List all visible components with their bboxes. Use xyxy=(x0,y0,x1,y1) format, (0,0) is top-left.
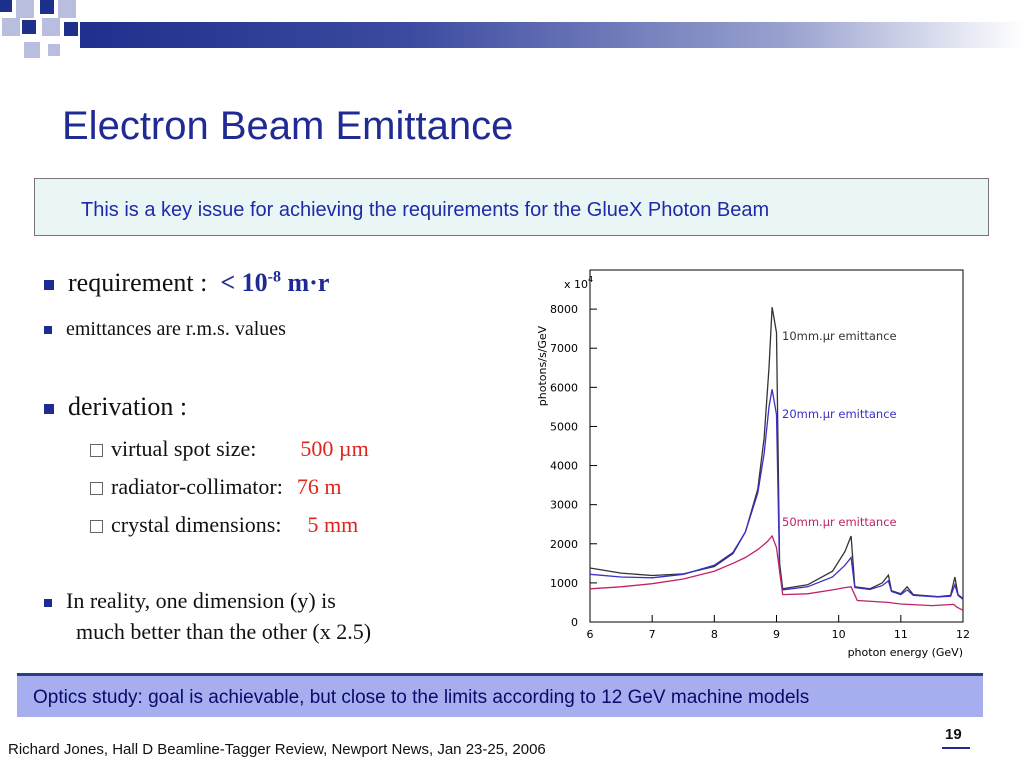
page-number: 19 xyxy=(945,726,962,743)
radiator-collimator-value: 76 m xyxy=(296,474,342,499)
x-tick-label: 10 xyxy=(832,628,846,641)
x-tick-label: 7 xyxy=(649,628,656,641)
conclusion-text: Optics study: goal is achievable, but cl… xyxy=(33,687,810,708)
bullet-emittance-note: emittances are r.m.s. values xyxy=(44,318,286,341)
header-gradient-bar xyxy=(80,22,1024,48)
bullet-reality: In reality, one dimension (y) is xyxy=(44,588,336,614)
bullet-marker xyxy=(44,598,52,607)
y-tick-label: 1000 xyxy=(550,577,578,590)
y-tick-label: 6000 xyxy=(550,381,578,394)
header-square-decoration xyxy=(40,0,54,14)
header-square-decoration xyxy=(58,0,76,18)
x-axis-label: photon energy (GeV) xyxy=(848,646,963,659)
requirement-label: requirement : xyxy=(68,268,208,297)
series-labels: 10mm.µr emittance 20mm.µr emittance 50mm.µ… xyxy=(782,329,897,529)
y-tick-label: 2000 xyxy=(550,538,578,551)
series-label: 10mm.µr emittance xyxy=(782,329,897,343)
header-square-decoration xyxy=(42,18,60,36)
bullet-reality-continued: much better than the other (x 2.5) xyxy=(76,619,371,645)
x-tick-label: 11 xyxy=(894,628,908,641)
series-line xyxy=(589,389,964,600)
bullet-derivation: derivation : xyxy=(44,392,187,422)
series-line xyxy=(589,534,964,611)
x-tick-label: 9 xyxy=(773,628,780,641)
page-number-underline xyxy=(942,747,970,749)
key-issue-text: This is a key issue for achieving the re… xyxy=(81,199,770,221)
sub-item-crystal-dimensions: crystal dimensions: 5 mm xyxy=(90,512,358,538)
bullet-marker xyxy=(44,404,54,415)
x-tick-label: 6 xyxy=(587,628,594,641)
derivation-label: derivation : xyxy=(68,392,188,421)
sub-item-radiator-collimator: radiator-collimator: 76 m xyxy=(90,474,341,500)
y-tick-label: 4000 xyxy=(550,460,578,473)
spectrum-chart: photons/s/GeV x 104 photon energy (GeV) … xyxy=(536,269,970,659)
sub-bullet-marker xyxy=(90,482,103,495)
sub-item-spot-size: virtual spot size: 500 µm xyxy=(90,436,369,462)
requirement-value: < 10-8 m·r xyxy=(220,268,330,297)
footer-credit: Richard Jones, Hall D Beamline-Tagger Re… xyxy=(8,741,546,758)
key-issue-box: This is a key issue for achieving the re… xyxy=(34,178,989,236)
header-square-decoration xyxy=(24,42,40,58)
bullet-requirement: requirement : < 10-8 m·r xyxy=(44,268,329,298)
sub-bullet-marker xyxy=(90,444,103,457)
series-lines xyxy=(589,307,964,611)
reality-line-2: much better than the other (x 2.5) xyxy=(76,619,372,644)
header-square-decoration xyxy=(0,0,12,12)
axis-ticks: 6 7 8 9 10 11 12 0 1000 2000 3000 4000 5000 6000 7000 8… xyxy=(550,303,970,641)
spot-size-value: 500 µm xyxy=(300,436,369,461)
x-tick-label: 12 xyxy=(956,628,970,641)
sub-bullet-marker xyxy=(90,520,103,533)
y-axis-label: photons/s/GeV xyxy=(536,325,549,406)
series-label: 50mm.µr emittance xyxy=(782,515,897,529)
emittance-note: emittances are r.m.s. values xyxy=(66,318,286,340)
header-square-decoration xyxy=(2,18,20,36)
header-square-decoration xyxy=(22,20,36,34)
crystal-dimensions-value: 5 mm xyxy=(307,512,359,537)
series-label: 20mm.µr emittance xyxy=(782,407,897,421)
x-tick-label: 8 xyxy=(711,628,718,641)
bullet-marker xyxy=(44,280,54,291)
header-square-decoration xyxy=(64,22,78,36)
y-tick-label: 3000 xyxy=(550,499,578,512)
conclusion-banner: Optics study: goal is achievable, but cl… xyxy=(17,673,983,717)
bullet-marker xyxy=(44,326,52,335)
page-title: Electron Beam Emittance xyxy=(62,104,514,148)
header-square-decoration xyxy=(48,44,60,56)
y-tick-label: 7000 xyxy=(550,342,578,355)
header-square-decoration xyxy=(16,0,34,18)
y-tick-label: 0 xyxy=(571,616,578,629)
y-tick-label: 8000 xyxy=(550,303,578,316)
reality-line-1: In reality, one dimension (y) is xyxy=(66,588,336,613)
y-tick-label: 5000 xyxy=(550,420,578,433)
axis-multiplier: x 104 xyxy=(564,275,593,291)
